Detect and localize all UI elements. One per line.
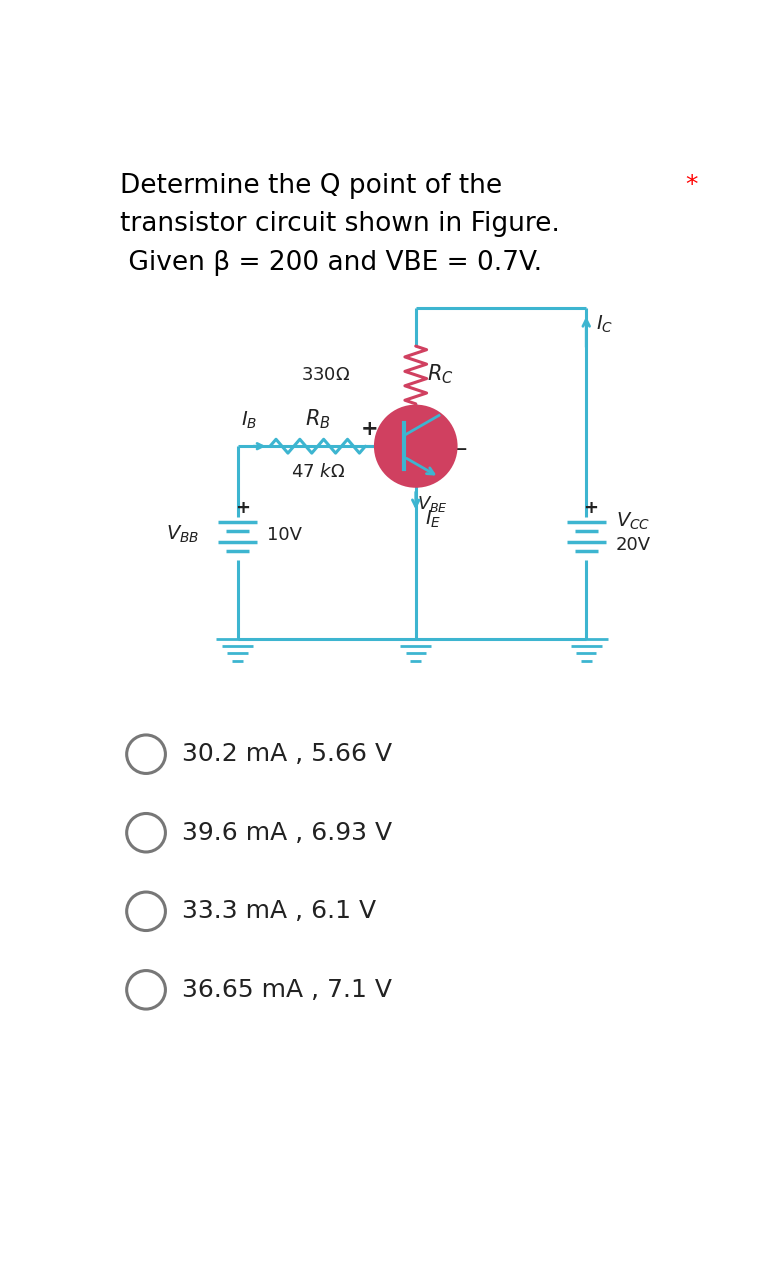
Text: $R_B$: $R_B$ xyxy=(305,407,331,431)
Text: $V_{BB}$: $V_{BB}$ xyxy=(166,524,199,545)
Text: $I_C$: $I_C$ xyxy=(596,314,613,335)
Text: 10V: 10V xyxy=(267,526,302,544)
Text: 20V: 20V xyxy=(615,536,651,554)
Text: 39.6 mA , 6.93 V: 39.6 mA , 6.93 V xyxy=(182,820,392,845)
Text: $I_B$: $I_B$ xyxy=(241,410,257,431)
Text: −: − xyxy=(451,440,469,460)
Text: 30.2 mA , 5.66 V: 30.2 mA , 5.66 V xyxy=(182,742,392,767)
Text: +: + xyxy=(583,499,598,517)
Text: 36.65 mA , 7.1 V: 36.65 mA , 7.1 V xyxy=(182,978,392,1002)
Text: $V_{CC}$: $V_{CC}$ xyxy=(615,511,650,532)
Text: Determine the Q point of the: Determine the Q point of the xyxy=(120,173,502,198)
Text: $47\ k\Omega$: $47\ k\Omega$ xyxy=(291,463,345,481)
Text: *: * xyxy=(685,173,698,197)
Text: transistor circuit shown in Figure.: transistor circuit shown in Figure. xyxy=(120,211,560,237)
Text: Given β = 200 and VBE = 0.7V.: Given β = 200 and VBE = 0.7V. xyxy=(120,250,542,276)
Text: +: + xyxy=(234,499,249,517)
Text: $330\Omega$: $330\Omega$ xyxy=(300,366,350,384)
Text: $R_C$: $R_C$ xyxy=(427,362,454,387)
Text: $I_E$: $I_E$ xyxy=(425,508,441,530)
Text: 33.3 mA , 6.1 V: 33.3 mA , 6.1 V xyxy=(182,900,376,923)
Circle shape xyxy=(376,406,456,486)
Text: +: + xyxy=(361,420,378,439)
Text: $V_{BE}$: $V_{BE}$ xyxy=(417,494,448,515)
